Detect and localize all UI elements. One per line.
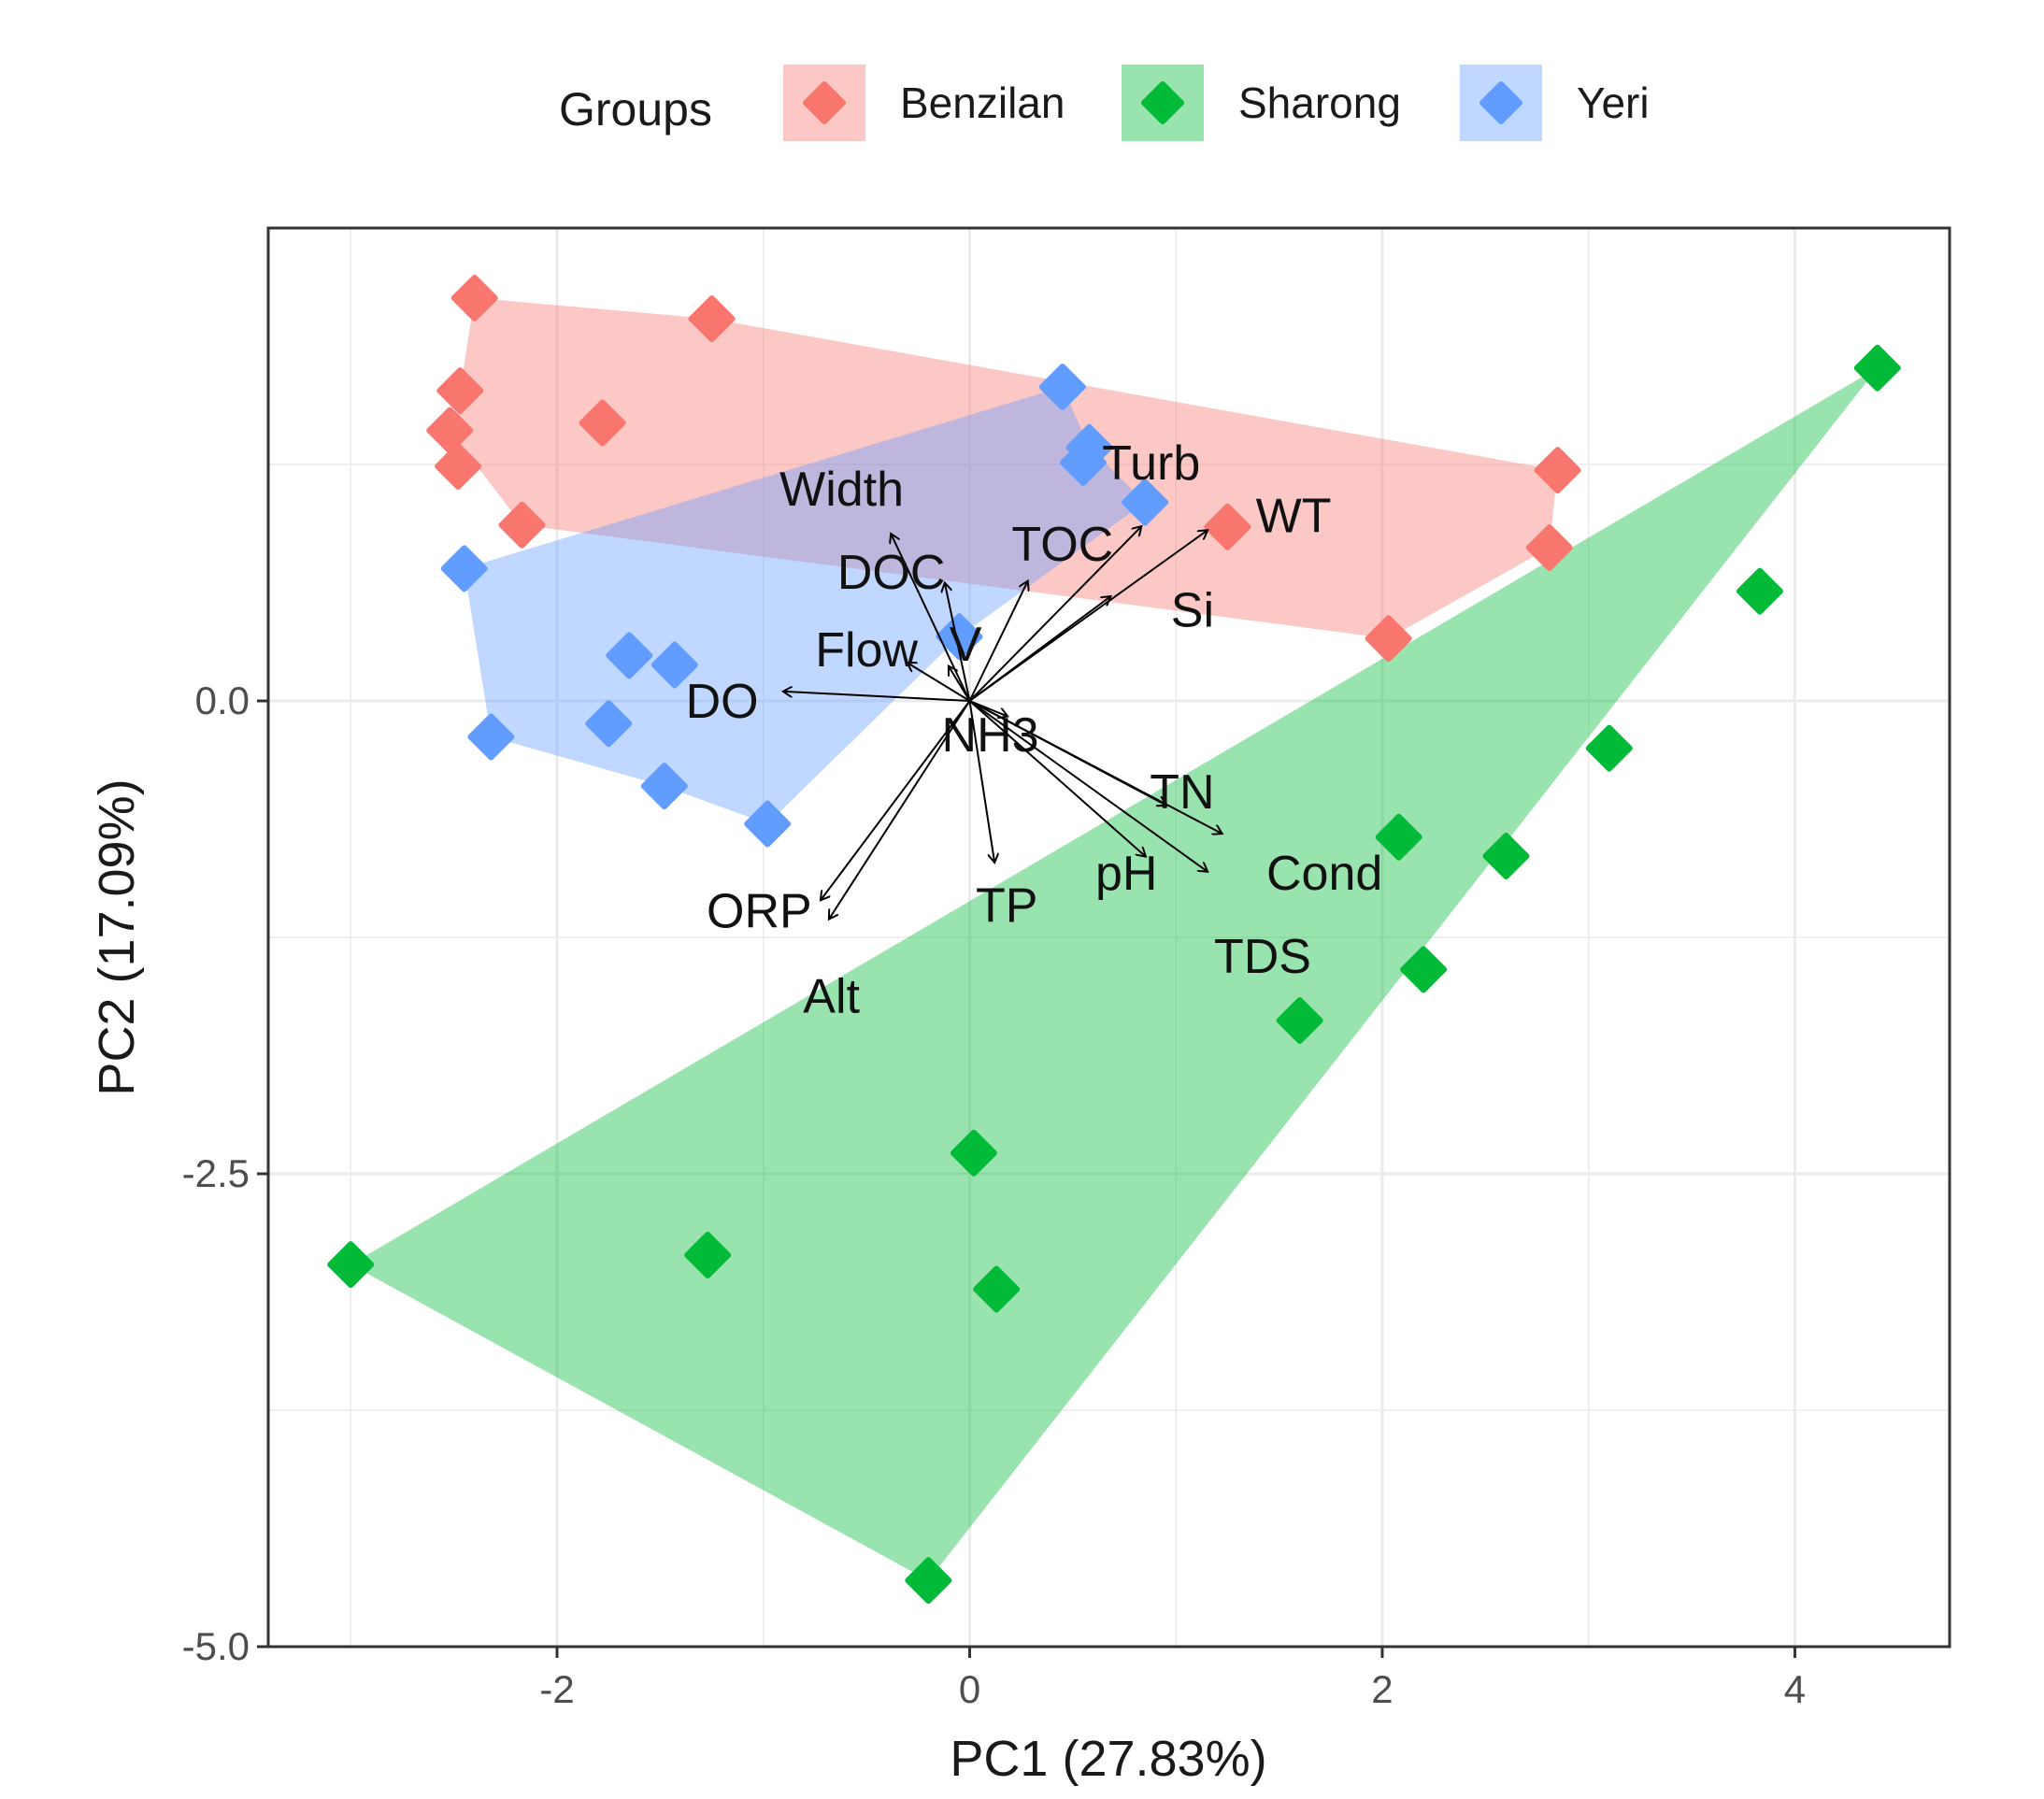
y-axis: -5.0 -2.5 0.0 — [182, 678, 268, 1668]
loading-arrow-orp — [822, 700, 971, 900]
loading-label-si: Si — [1171, 584, 1214, 638]
point-benzilan — [688, 295, 736, 343]
loading-label-alt: Alt — [803, 970, 860, 1024]
loading-label-orp: ORP — [707, 884, 812, 938]
point-yeri — [744, 800, 792, 848]
point-benzilan — [498, 501, 546, 549]
x-tick-label: -2 — [539, 1667, 574, 1711]
data-points — [327, 274, 1901, 1605]
point-sharong — [1585, 724, 1633, 772]
point-yeri — [1059, 438, 1107, 486]
loading-arrow-do — [784, 692, 970, 702]
loading-label-wt: WT — [1256, 489, 1332, 543]
legend-label-benzilan: Benzilan — [900, 79, 1065, 127]
loading-arrow-doc — [945, 584, 971, 702]
x-axis: -2 0 2 4 — [539, 1647, 1806, 1711]
point-sharong — [1736, 567, 1783, 615]
point-benzilan — [579, 399, 626, 447]
legend: Groups Benzilan Sharong Yeri — [559, 64, 1650, 141]
hull-sharong — [350, 367, 1878, 1581]
point-sharong — [1853, 344, 1901, 392]
group-hulls — [350, 297, 1878, 1581]
point-sharong — [1375, 813, 1422, 861]
loading-arrow-v — [949, 667, 971, 702]
point-sharong — [1276, 997, 1323, 1045]
x-tick-label: 2 — [1371, 1667, 1393, 1711]
legend-title: Groups — [559, 83, 712, 136]
y-axis-label: PC2 (17.09%) — [89, 778, 145, 1095]
loading-label-doc: DOC — [837, 546, 946, 600]
loading-arrow-turb — [968, 527, 1141, 702]
point-sharong — [684, 1232, 732, 1279]
loading-label-turb: Turb — [1102, 436, 1200, 491]
legend-symbol-sharong — [1141, 81, 1184, 124]
point-yeri — [585, 700, 633, 748]
point-yeri — [1038, 364, 1086, 411]
loading-arrow-tds — [968, 700, 1208, 871]
loading-arrow-tp — [968, 700, 994, 862]
point-benzilan — [435, 443, 482, 491]
loading-label-v: V — [950, 618, 982, 672]
point-benzilan — [1365, 615, 1412, 663]
legend-symbol-benzilan — [803, 81, 846, 124]
point-benzilan — [450, 274, 498, 321]
point-yeri — [440, 545, 488, 593]
point-benzilan — [1534, 447, 1581, 494]
loading-arrow-si — [968, 597, 1110, 702]
point-yeri — [936, 613, 983, 661]
point-yeri — [1122, 478, 1169, 526]
point-sharong — [905, 1557, 952, 1605]
x-tick-label: 4 — [1784, 1667, 1806, 1711]
point-benzilan — [1204, 503, 1251, 550]
loading-arrow-alt — [829, 700, 971, 919]
point-yeri — [467, 713, 515, 761]
loading-arrow-ph — [968, 700, 1146, 856]
loading-arrow-cond — [969, 700, 1222, 834]
loading-arrow-flow — [908, 664, 971, 702]
loading-label-width: Width — [779, 463, 904, 517]
hull-yeri — [464, 387, 1146, 824]
point-benzilan — [436, 367, 484, 415]
x-tick-label: 0 — [959, 1667, 980, 1711]
loading-label-ph: pH — [1095, 847, 1157, 901]
point-sharong — [973, 1265, 1021, 1313]
legend-label-yeri: Yeri — [1577, 79, 1650, 127]
point-sharong — [1400, 946, 1448, 993]
point-yeri — [640, 763, 688, 810]
loading-label-tn: TN — [1150, 765, 1214, 820]
point-sharong — [327, 1241, 375, 1289]
y-tick-label: -2.5 — [182, 1151, 250, 1195]
loading-label-cond: Cond — [1266, 847, 1382, 901]
point-benzilan — [1525, 524, 1573, 572]
loading-label-tp: TP — [976, 878, 1037, 933]
loading-label-flow: Flow — [815, 623, 918, 678]
loading-label-do: DO — [686, 675, 759, 729]
loading-label-tds: TDS — [1214, 930, 1311, 984]
panel-border — [266, 226, 1951, 1649]
legend-symbol-yeri — [1479, 81, 1522, 124]
hull-benzilan — [450, 297, 1558, 639]
point-yeri — [606, 632, 653, 679]
point-sharong — [950, 1129, 997, 1177]
point-yeri — [650, 641, 698, 689]
point-sharong — [1482, 832, 1530, 879]
y-tick-label: 0.0 — [195, 678, 250, 722]
loading-label-toc: TOC — [1011, 518, 1113, 572]
y-tick-label: -5.0 — [182, 1624, 250, 1668]
legend-label-sharong: Sharong — [1238, 79, 1401, 127]
loading-arrow-toc — [968, 581, 1028, 702]
x-axis-label: PC1 (27.83%) — [950, 1731, 1266, 1787]
